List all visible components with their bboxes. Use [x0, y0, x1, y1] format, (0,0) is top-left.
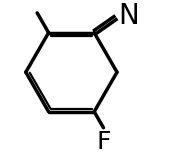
Text: N: N [119, 2, 139, 30]
Text: F: F [97, 130, 112, 154]
